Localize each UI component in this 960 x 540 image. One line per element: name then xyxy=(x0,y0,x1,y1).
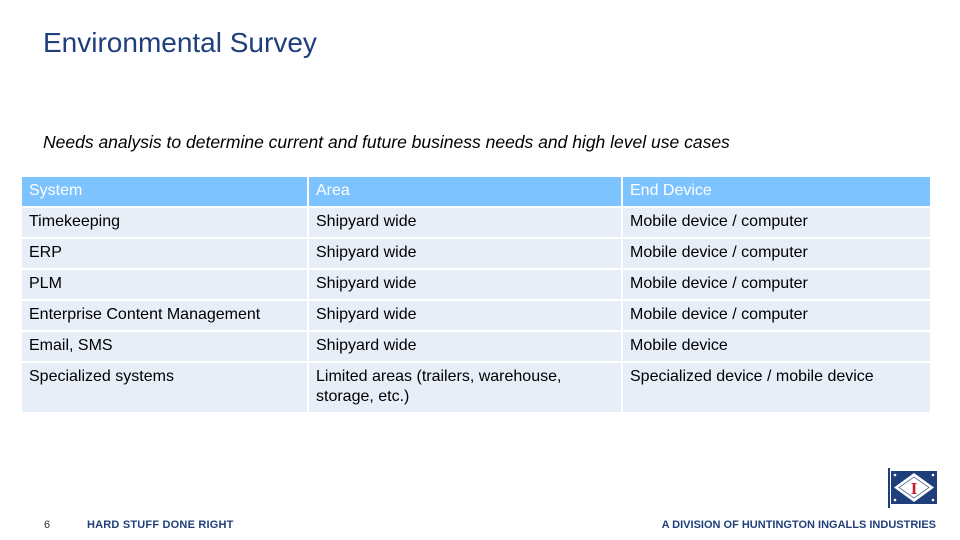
column-header-end-device: End Device xyxy=(623,177,930,208)
cell-area: Shipyard wide xyxy=(309,301,623,332)
column-header-system: System xyxy=(22,177,309,208)
cell-end-device: Mobile device / computer xyxy=(623,270,930,301)
column-header-area: Area xyxy=(309,177,623,208)
cell-system: Enterprise Content Management xyxy=(22,301,309,332)
table-row: Enterprise Content Management Shipyard w… xyxy=(22,301,930,332)
svg-text:I: I xyxy=(911,479,918,498)
footer-tagline: HARD STUFF DONE RIGHT xyxy=(87,519,234,531)
footer-division: A DIVISION OF HUNTINGTON INGALLS INDUSTR… xyxy=(661,519,936,531)
cell-system: Timekeeping xyxy=(22,208,309,239)
cell-area: Shipyard wide xyxy=(309,332,623,363)
company-flag-logo-icon: I xyxy=(888,468,937,508)
cell-end-device: Mobile device / computer xyxy=(623,208,930,239)
cell-system: PLM xyxy=(22,270,309,301)
table-row: Specialized systems Limited areas (trail… xyxy=(22,363,930,414)
survey-table: System Area End Device Timekeeping Shipy… xyxy=(22,177,930,414)
page-number: 6 xyxy=(44,519,51,531)
cell-system: ERP xyxy=(22,239,309,270)
cell-system: Email, SMS xyxy=(22,332,309,363)
cell-end-device: Mobile device / computer xyxy=(623,239,930,270)
slide-subtitle: Needs analysis to determine current and … xyxy=(43,132,730,152)
table-row: Timekeeping Shipyard wide Mobile device … xyxy=(22,208,930,239)
cell-system: Specialized systems xyxy=(22,363,309,414)
table-row: Email, SMS Shipyard wide Mobile device xyxy=(22,332,930,363)
cell-end-device: Specialized device / mobile device xyxy=(623,363,930,414)
cell-end-device: Mobile device xyxy=(623,332,930,363)
slide-title: Environmental Survey xyxy=(43,27,317,58)
table-row: ERP Shipyard wide Mobile device / comput… xyxy=(22,239,930,270)
cell-area: Shipyard wide xyxy=(309,208,623,239)
table-row: PLM Shipyard wide Mobile device / comput… xyxy=(22,270,930,301)
cell-end-device: Mobile device / computer xyxy=(623,301,930,332)
cell-area: Limited areas (trailers, warehouse, stor… xyxy=(309,363,623,414)
table-header-row: System Area End Device xyxy=(22,177,930,208)
cell-area: Shipyard wide xyxy=(309,270,623,301)
cell-area: Shipyard wide xyxy=(309,239,623,270)
